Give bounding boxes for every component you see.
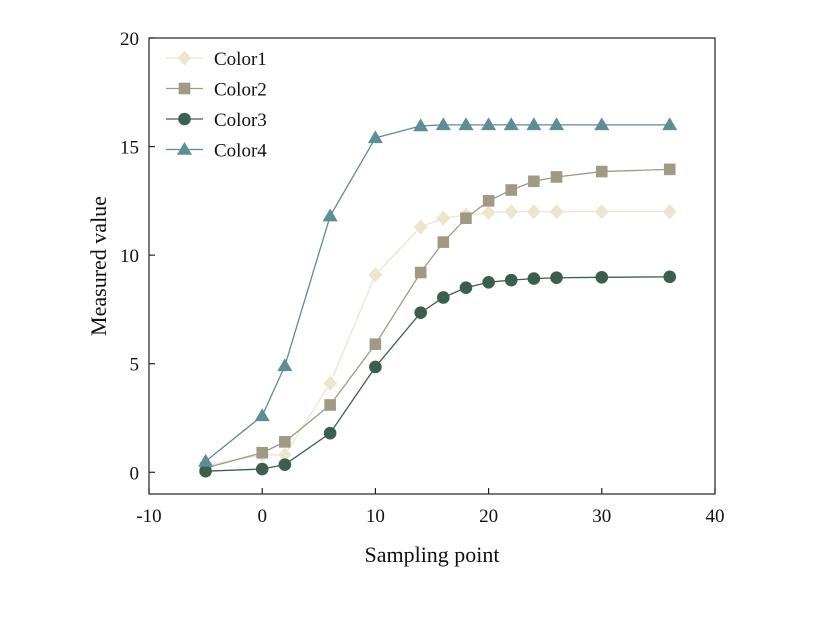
x-tick-label: 10 [366, 506, 385, 527]
data-point [414, 306, 427, 319]
data-point [549, 204, 564, 220]
legend-item: Color3 [166, 110, 267, 131]
data-point [436, 210, 451, 226]
data-point [550, 171, 563, 183]
legend-label: Color2 [214, 80, 267, 101]
legend-item: Color4 [166, 141, 267, 162]
series-color3 [199, 270, 677, 478]
data-point [413, 219, 428, 235]
data-point [367, 130, 383, 144]
data-point [279, 436, 291, 448]
data-point [458, 117, 474, 131]
data-point [663, 270, 677, 284]
y-axis-title: Measured value [86, 196, 111, 336]
y-tick-label: 5 [130, 355, 140, 376]
series-layer [198, 117, 678, 478]
data-point [548, 117, 565, 131]
data-point [437, 291, 450, 304]
data-point [594, 117, 610, 131]
y-tick-label: 10 [120, 246, 139, 267]
legend-label: Color1 [214, 49, 267, 70]
data-point [435, 117, 451, 131]
data-point [324, 399, 336, 411]
data-point [414, 266, 427, 279]
data-point [482, 275, 495, 289]
data-point [278, 458, 292, 471]
data-point [437, 236, 450, 248]
data-point [460, 212, 472, 225]
data-point [481, 205, 496, 221]
data-point [277, 358, 293, 372]
data-point [482, 195, 495, 207]
data-point [323, 426, 337, 440]
x-tick-label: 20 [479, 506, 498, 527]
data-point [368, 267, 383, 283]
legend-marker [176, 141, 193, 155]
data-point [503, 117, 519, 131]
y-tick-label: 15 [120, 138, 139, 159]
y-tick-label: 20 [120, 29, 139, 50]
data-point [254, 408, 270, 422]
series-line [205, 276, 670, 472]
data-point [323, 375, 338, 391]
legend-item: Color1 [166, 49, 267, 70]
data-point [526, 117, 542, 131]
data-point [528, 175, 540, 188]
legend-marker [177, 50, 192, 66]
data-point [369, 338, 382, 350]
data-point [481, 117, 497, 131]
legend-marker [178, 82, 191, 95]
plot-frame [148, 37, 716, 495]
data-point [550, 271, 563, 285]
data-point [198, 453, 214, 467]
data-point [369, 360, 382, 374]
legend-label: Color3 [214, 110, 267, 131]
data-point [256, 446, 269, 459]
x-tick-label: 0 [257, 506, 267, 527]
y-tick-label: 0 [130, 463, 140, 484]
axis-ticks: -10 0 10 20 30 40 0 5 10 15 20 [120, 29, 725, 527]
x-tick-label: 30 [592, 506, 611, 527]
series-color4 [198, 117, 678, 467]
data-point [527, 272, 541, 285]
data-point [504, 273, 518, 287]
data-point [663, 163, 676, 176]
data-point [505, 184, 518, 196]
data-point [255, 462, 269, 476]
data-point [595, 165, 608, 178]
legend-marker [178, 112, 191, 126]
x-tick-label: -10 [136, 506, 161, 527]
data-point [199, 464, 212, 478]
x-tick-label: 40 [706, 506, 725, 527]
legend-label: Color4 [214, 141, 267, 162]
x-axis-title: Sampling point [364, 542, 499, 567]
legend: Color1 Color2 Color3 Color4 [166, 49, 267, 162]
data-point [413, 118, 429, 132]
data-point [662, 117, 678, 131]
data-point [595, 270, 609, 284]
data-point [662, 204, 677, 220]
data-point [594, 204, 609, 220]
data-point [459, 281, 473, 295]
data-point [504, 204, 519, 220]
data-point [322, 208, 338, 222]
data-point [526, 204, 541, 220]
legend-item: Color2 [166, 80, 267, 101]
